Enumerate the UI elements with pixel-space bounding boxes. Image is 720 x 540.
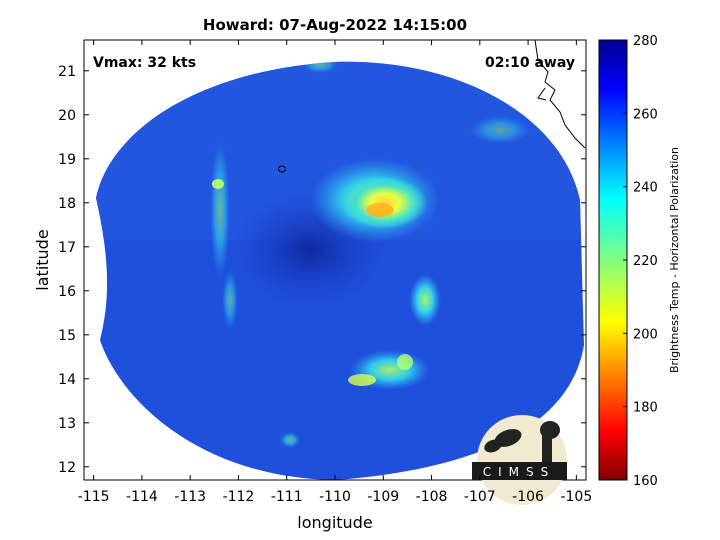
y-tick-label: 13 (58, 416, 76, 432)
y-tick-label: 18 (58, 196, 76, 212)
x-tick-label: -106 (512, 489, 544, 505)
colorbar-tick-label: 180 (633, 401, 658, 416)
y-tick-label: 17 (58, 240, 76, 256)
coastline (534, 39, 586, 149)
figure-title: Howard: 07-Aug-2022 14:15:00 (203, 16, 467, 34)
y-tick-label: 16 (58, 284, 76, 300)
x-tick-label: -112 (223, 489, 255, 505)
x-axis-ticks: -115 -114 -113 -112 -111 -110 -109 -108 -107 -106… (78, 40, 592, 505)
colorbar-tick-label: 160 (633, 474, 658, 489)
rainband-east (409, 274, 441, 326)
colorbar-tick-label: 260 (633, 107, 658, 122)
x-tick-label: -108 (416, 489, 448, 505)
colorbar (598, 39, 628, 481)
y-tick-label: 14 (58, 372, 76, 388)
logo-banner (472, 462, 567, 480)
x-axis-label: longitude (297, 513, 372, 532)
y-axis-ticks: 12 13 14 15 16 17 18 19 20 21 (58, 64, 586, 476)
y-tick-label: 21 (58, 64, 76, 80)
x-tick-label: -114 (126, 489, 158, 505)
x-tick-label: -111 (271, 489, 303, 505)
colorbar-label: Brightness Temp - Horizontal Polarizatio… (668, 147, 681, 373)
island-outline (278, 165, 286, 173)
y-tick-label: 19 (58, 152, 76, 168)
microwave-swath (96, 61, 584, 480)
logo-text: CIMSS (483, 465, 556, 479)
y-axis-label: latitude (33, 229, 52, 290)
satellite-dish-icon (494, 429, 522, 447)
colorbar-tick-label: 240 (633, 181, 658, 196)
coastline-inlet (537, 87, 547, 101)
cimss-logo: CIMSS (472, 415, 567, 505)
y-tick-label: 12 (58, 460, 76, 476)
x-tick-label: -107 (464, 489, 496, 505)
colorbar-tick-label: 220 (633, 254, 658, 269)
colorbar-ticks: 280 260 240 220 200 180 160 (623, 34, 658, 489)
x-tick-label: -110 (319, 489, 351, 505)
x-tick-label: -109 (367, 489, 399, 505)
water-tower-icon (540, 421, 560, 439)
time-away-label: 02:10 away (485, 55, 575, 71)
x-tick-label: -113 (174, 489, 206, 505)
storm-core-convection (343, 177, 427, 229)
vmax-label: Vmax: 32 kts (93, 55, 196, 71)
y-tick-label: 15 (58, 328, 76, 344)
x-tick-label: -115 (78, 489, 110, 505)
x-tick-label: -105 (560, 489, 592, 505)
colorbar-tick-label: 280 (633, 34, 658, 49)
y-tick-label: 20 (58, 108, 76, 124)
colorbar-tick-label: 200 (633, 327, 658, 342)
